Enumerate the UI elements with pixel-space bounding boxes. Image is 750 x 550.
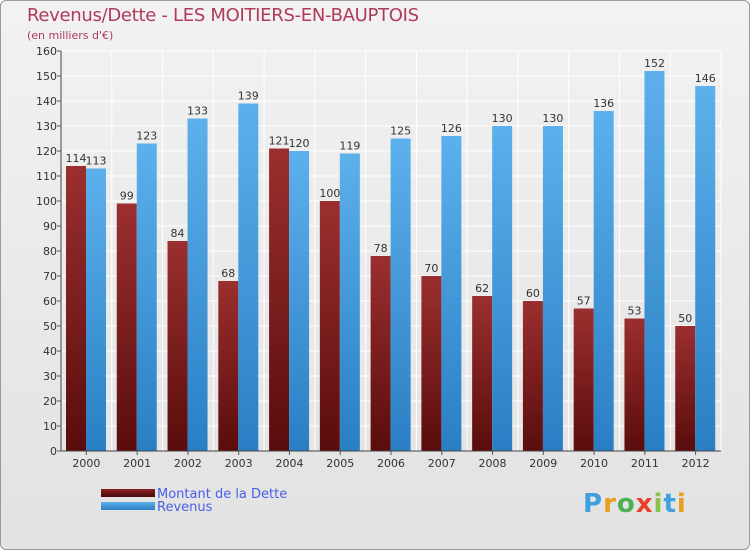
x-tick-label: 2005 (326, 457, 354, 470)
data-label: 84 (171, 227, 185, 240)
data-label: 123 (136, 130, 157, 143)
x-tick-label: 2003 (225, 457, 253, 470)
bar-dette (522, 301, 543, 451)
bar-dette (573, 308, 594, 451)
y-tick-label: 110 (36, 170, 57, 183)
logo-letter: P (583, 489, 604, 519)
legend-label: Montant de la Dette (157, 487, 287, 502)
bar-revenus (542, 126, 563, 451)
y-tick-label: 40 (43, 345, 57, 358)
data-label: 121 (269, 135, 290, 148)
y-tick-label: 10 (43, 420, 57, 433)
data-label: 62 (475, 282, 489, 295)
y-tick-label: 150 (36, 70, 57, 83)
data-label: 70 (424, 262, 438, 275)
bar-revenus (695, 86, 716, 451)
x-tick-label: 2008 (479, 457, 507, 470)
chart-subtitle: (en milliers d'€) (27, 29, 114, 42)
data-label: 126 (441, 122, 462, 135)
data-label: 133 (187, 105, 208, 118)
y-tick-label: 90 (43, 220, 57, 233)
data-label: 57 (577, 295, 591, 308)
bar-revenus (441, 136, 462, 451)
bar-revenus (136, 143, 157, 451)
bar-dette (218, 281, 239, 451)
bar-dette (624, 318, 645, 451)
x-tick-label: 2001 (123, 457, 151, 470)
data-label: 114 (66, 152, 87, 165)
chart-title: Revenus/Dette - LES MOITIERS-EN-BAUPTOIS (27, 5, 419, 26)
legend-label: Revenus (157, 500, 213, 515)
legend-swatch (101, 489, 155, 497)
x-tick-label: 2011 (631, 457, 659, 470)
data-label: 78 (374, 242, 388, 255)
y-tick-label: 130 (36, 120, 57, 133)
bar-revenus (238, 103, 259, 451)
bar-dette (269, 148, 290, 451)
x-tick-label: 2009 (529, 457, 557, 470)
bar-revenus (289, 151, 310, 451)
x-tick-label: 2000 (72, 457, 100, 470)
data-label: 130 (492, 112, 513, 125)
y-tick-label: 140 (36, 95, 57, 108)
data-label: 125 (390, 125, 411, 138)
logo-letter: r (603, 489, 617, 519)
x-tick-label: 2004 (275, 457, 303, 470)
data-label: 139 (238, 90, 259, 103)
logo-letter: i (676, 489, 687, 519)
data-label: 120 (289, 137, 310, 150)
data-label: 146 (695, 72, 716, 85)
logo-letter: o (616, 489, 636, 519)
y-tick-label: 100 (36, 195, 57, 208)
data-label: 68 (221, 267, 235, 280)
y-tick-label: 60 (43, 295, 57, 308)
y-tick-label: 160 (36, 45, 57, 58)
x-tick-label: 2010 (580, 457, 608, 470)
bar-dette (472, 296, 493, 451)
data-label: 113 (86, 155, 107, 168)
legend-swatch (101, 502, 155, 510)
bar-dette (421, 276, 442, 451)
data-label: 130 (542, 112, 563, 125)
data-label: 99 (120, 190, 134, 203)
data-label: 53 (627, 305, 641, 318)
logo-letter: t (663, 489, 677, 519)
y-tick-label: 30 (43, 370, 57, 383)
bar-dette (167, 241, 188, 451)
bar-dette (675, 326, 696, 451)
data-label: 100 (319, 187, 340, 200)
y-tick-label: 120 (36, 145, 57, 158)
y-tick-label: 20 (43, 395, 57, 408)
bar-revenus (644, 71, 665, 451)
x-tick-label: 2007 (428, 457, 456, 470)
data-label: 60 (526, 287, 540, 300)
x-tick-label: 2012 (682, 457, 710, 470)
bar-dette (370, 256, 391, 451)
data-label: 50 (678, 312, 692, 325)
x-tick-label: 2002 (174, 457, 202, 470)
bar-revenus (390, 138, 411, 451)
bar-dette (319, 201, 340, 451)
bar-revenus (593, 111, 614, 451)
proxiti-logo: Proxiti (583, 489, 687, 519)
bar-dette (116, 203, 137, 451)
bar-revenus (339, 153, 360, 451)
bar-revenus (86, 168, 106, 451)
y-tick-label: 0 (50, 445, 57, 458)
logo-letter: i (653, 489, 664, 519)
y-tick-label: 70 (43, 270, 57, 283)
y-tick-label: 50 (43, 320, 57, 333)
bar-revenus (492, 126, 513, 451)
logo-letter: x (635, 489, 654, 519)
x-tick-label: 2006 (377, 457, 405, 470)
data-label: 136 (593, 97, 614, 110)
data-label: 119 (339, 140, 360, 153)
y-tick-label: 80 (43, 245, 57, 258)
bar-dette (66, 166, 86, 451)
data-label: 152 (644, 57, 665, 70)
bar-revenus (187, 118, 208, 451)
